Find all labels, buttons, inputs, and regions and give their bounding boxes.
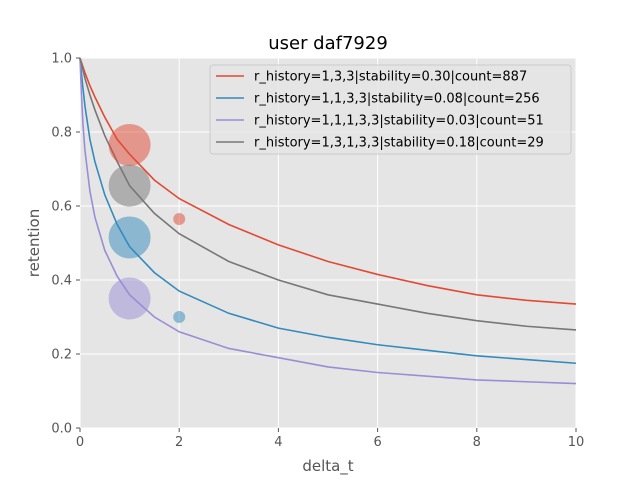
x-tick-label: 2: [175, 435, 183, 450]
series-point-4: [108, 164, 151, 207]
series-curve-1: [79, 57, 577, 305]
x-axis-label: delta_t: [302, 457, 353, 476]
series-point-2: [108, 216, 151, 259]
series-curve-3: [79, 57, 577, 385]
legend-label-2: r_history=1,1,3,3|stability=0.08|count=2…: [254, 92, 540, 107]
x-tick-label: 8: [473, 435, 481, 450]
y-tick-label: 0.4: [51, 274, 72, 289]
y-tick-label: 0.6: [51, 200, 72, 215]
x-tick-label: 4: [274, 435, 282, 450]
legend-label-4: r_history=1,3,1,3,3|stability=0.18|count…: [254, 136, 544, 151]
curve-layer: [79, 57, 577, 385]
x-tick-label: 6: [373, 435, 381, 450]
legend-box: [209, 64, 572, 155]
legend-label-3: r_history=1,1,1,3,3|stability=0.03|count…: [254, 114, 544, 129]
series-point-2: [173, 311, 186, 323]
series-curve-2: [79, 57, 577, 365]
y-tick-label: 0.0: [51, 422, 72, 437]
point-layer: [108, 123, 186, 323]
series-curve-4: [79, 57, 577, 331]
chart-title: user daf7929: [268, 33, 388, 54]
x-tick-label: 10: [568, 435, 585, 450]
y-tick-label: 0.8: [51, 126, 72, 141]
x-tick-label: 0: [76, 435, 84, 450]
series-point-1: [173, 212, 186, 225]
y-tick-label: 1.0: [51, 52, 72, 67]
legend: r_history=1,3,3|stability=0.30|count=887…: [209, 64, 572, 155]
series-point-3: [108, 277, 151, 320]
series-point-1: [108, 123, 151, 166]
y-axis-label: retention: [25, 209, 43, 277]
y-tick-label: 0.2: [51, 348, 72, 363]
legend-label-1: r_history=1,3,3|stability=0.30|count=887: [254, 70, 527, 85]
tick-layer: 0 2 4 6 8 10 0.0 0.2 0.4 0.6 0.8 1.0: [51, 52, 584, 451]
